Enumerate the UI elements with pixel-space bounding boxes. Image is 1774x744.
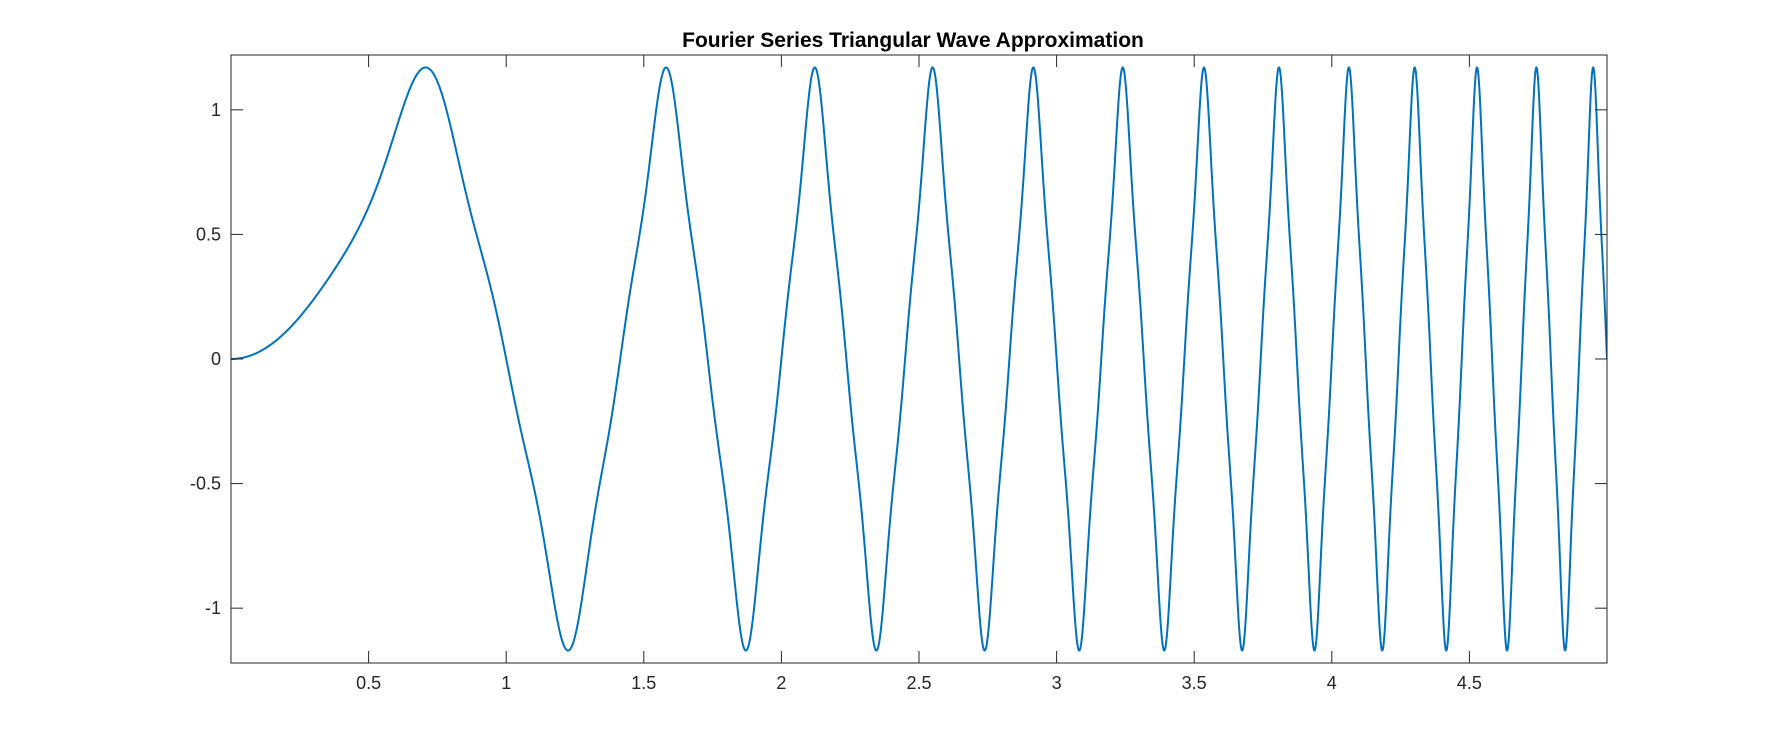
x-tick-label: 4 [1327, 673, 1337, 693]
y-tick-label: 0 [211, 349, 221, 369]
axis-ticks: 0.5 1 1.5 2 2.5 3 3.5 4 4.5 -1 -0.5 0 0.5 1 [190, 55, 1607, 693]
series-line [231, 66, 1607, 652]
x-tick-label: 3.5 [1182, 673, 1207, 693]
axes-box [230, 54, 1608, 664]
x-tick-label: 0.5 [356, 673, 381, 693]
y-tick-label: 0.5 [196, 224, 221, 244]
x-tick-label: 2.5 [906, 673, 931, 693]
x-tick-label: 1.5 [631, 673, 656, 693]
y-tick-label: -0.5 [190, 474, 221, 494]
x-tick-label: 2 [776, 673, 786, 693]
x-tick-label: 3 [1052, 673, 1062, 693]
x-tick-label: 4.5 [1457, 673, 1482, 693]
y-tick-label: -1 [205, 598, 221, 618]
plot-area [231, 66, 1607, 652]
y-tick-label: 1 [211, 100, 221, 120]
chart-title: Fourier Series Triangular Wave Approxima… [682, 29, 1144, 52]
x-tick-label: 1 [501, 673, 511, 693]
